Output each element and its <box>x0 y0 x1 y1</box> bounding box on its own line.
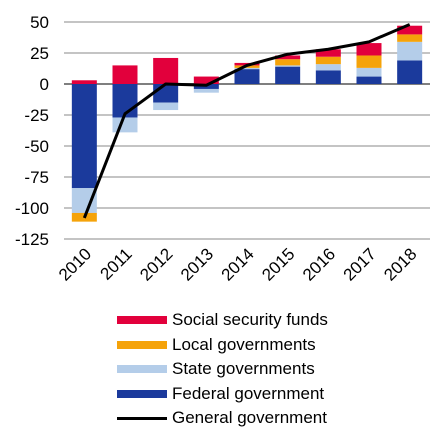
bar-local-governments-2018 <box>397 34 423 42</box>
bar-federal-government-2010 <box>71 84 97 189</box>
bar-local-governments-2017 <box>356 55 382 68</box>
x-tick-label-2010: 2010 <box>55 244 95 284</box>
bar-state-governments-2018 <box>397 41 423 61</box>
legend-swatch-local-governments <box>117 340 167 349</box>
bar-federal-government-2016 <box>315 70 341 84</box>
y-tick-label--100: -100 <box>15 199 49 218</box>
legend-item-state-governments: State governments <box>117 357 427 382</box>
bar-state-governments-2012 <box>153 102 179 111</box>
legend-swatch-social-security-funds <box>117 316 167 324</box>
y-tick-label--50: -50 <box>24 137 49 156</box>
x-tick-label-2015: 2015 <box>258 244 298 284</box>
legend-swatch-federal-government <box>117 389 167 398</box>
bar-social-security-funds-2015 <box>275 55 301 60</box>
bar-state-governments-2013 <box>193 88 219 93</box>
x-tick-label-2016: 2016 <box>299 244 339 284</box>
x-tick-label-2018: 2018 <box>380 244 420 284</box>
legend-item-local-governments: Local governments <box>117 333 427 358</box>
bar-state-governments-2014 <box>234 67 260 70</box>
legend-item-social-security-funds: Social security funds <box>117 308 427 333</box>
legend: Social security funds Local governments … <box>117 308 427 431</box>
legend-line-general-government <box>117 417 167 420</box>
legend-label-general-government: General government <box>172 408 327 427</box>
bar-federal-government-2018 <box>397 60 423 84</box>
bar-federal-government-2015 <box>275 66 301 84</box>
bar-federal-government-2014 <box>234 69 260 84</box>
x-tick-label-2011: 2011 <box>97 244 136 283</box>
line-general-government <box>82 23 411 219</box>
legend-label-social-security-funds: Social security funds <box>172 310 328 329</box>
legend-swatch-state-governments <box>117 365 167 373</box>
legend-label-local-governments: Local governments <box>172 334 316 354</box>
bar-state-governments-2017 <box>356 67 382 77</box>
bar-social-security-funds-2011 <box>112 65 138 84</box>
bar-state-governments-2016 <box>315 64 341 71</box>
bar-state-governments-2015 <box>275 65 301 67</box>
bar-social-security-funds-2016 <box>315 49 341 57</box>
y-tick-label--75: -75 <box>24 168 49 187</box>
bar-social-security-funds-2017 <box>356 43 382 56</box>
y-tick-label-50: 50 <box>30 13 49 32</box>
bar-local-governments-2015 <box>275 59 301 66</box>
bar-federal-government-2012 <box>153 84 179 103</box>
x-tick-label-2012: 2012 <box>136 244 176 284</box>
y-tick-label--25: -25 <box>24 106 49 125</box>
x-tick-label-2017: 2017 <box>340 244 380 284</box>
legend-item-general-government: General government <box>117 406 427 431</box>
bar-social-security-funds-2012 <box>153 57 179 84</box>
y-tick-label-0: 0 <box>40 75 49 94</box>
x-tick-label-2014: 2014 <box>218 244 258 284</box>
x-tick-label-2013: 2013 <box>177 244 217 284</box>
bar-federal-government-2011 <box>112 84 138 118</box>
legend-label-federal-government: Federal government <box>172 383 325 403</box>
bar-federal-government-2017 <box>356 76 382 84</box>
legend-item-federal-government: Federal government <box>117 382 427 407</box>
y-tick-label-25: 25 <box>30 44 49 63</box>
legend-label-state-governments: State governments <box>172 359 315 378</box>
y-tick-label--125: -125 <box>15 230 49 249</box>
bar-social-security-funds-2013 <box>193 76 219 84</box>
bar-state-governments-2011 <box>112 117 138 133</box>
bar-social-security-funds-2018 <box>397 25 423 35</box>
bar-social-security-funds-2010 <box>71 80 97 84</box>
bar-local-governments-2016 <box>315 56 341 65</box>
